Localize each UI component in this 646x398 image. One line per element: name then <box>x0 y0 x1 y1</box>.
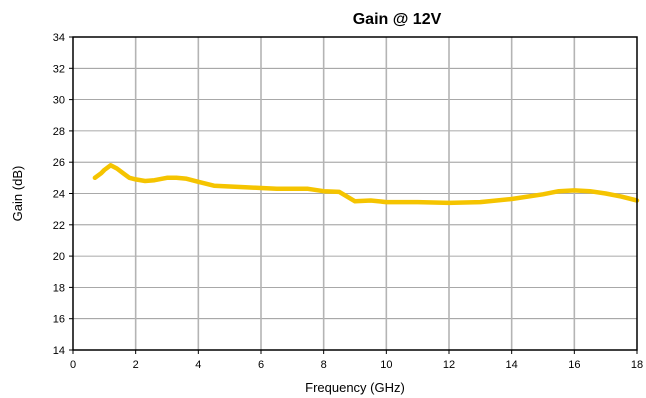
x-tick-label: 12 <box>443 359 455 371</box>
x-tick-label: 4 <box>195 359 201 371</box>
x-tick-label: 16 <box>568 359 580 371</box>
y-tick-label: 20 <box>53 251 65 263</box>
x-tick-label: 10 <box>380 359 392 371</box>
x-tick-label: 14 <box>506 359 518 371</box>
y-tick-label: 32 <box>53 63 65 75</box>
x-tick-label: 0 <box>70 359 76 371</box>
gain-series-line <box>92 163 640 206</box>
series-layer <box>92 163 640 206</box>
x-axis-label: Frequency (GHz) <box>305 380 405 395</box>
x-tick-label: 18 <box>631 359 643 371</box>
x-tick-label: 8 <box>321 359 327 371</box>
y-tick-label: 14 <box>53 345 65 357</box>
y-tick-label: 24 <box>53 189 65 201</box>
y-tick-label: 26 <box>53 157 65 169</box>
y-tick-label: 30 <box>53 95 65 107</box>
y-tick-label: 16 <box>53 314 65 326</box>
x-tick-label: 6 <box>258 359 264 371</box>
grid <box>73 37 637 350</box>
y-tick-label: 34 <box>53 32 65 44</box>
y-tick-label: 18 <box>53 282 65 294</box>
chart-title: Gain @ 12V <box>353 11 442 28</box>
y-tick-label: 28 <box>53 126 65 138</box>
x-tick-label: 2 <box>133 359 139 371</box>
y-axis-label: Gain (dB) <box>10 166 25 222</box>
y-tick-label: 22 <box>53 220 65 232</box>
